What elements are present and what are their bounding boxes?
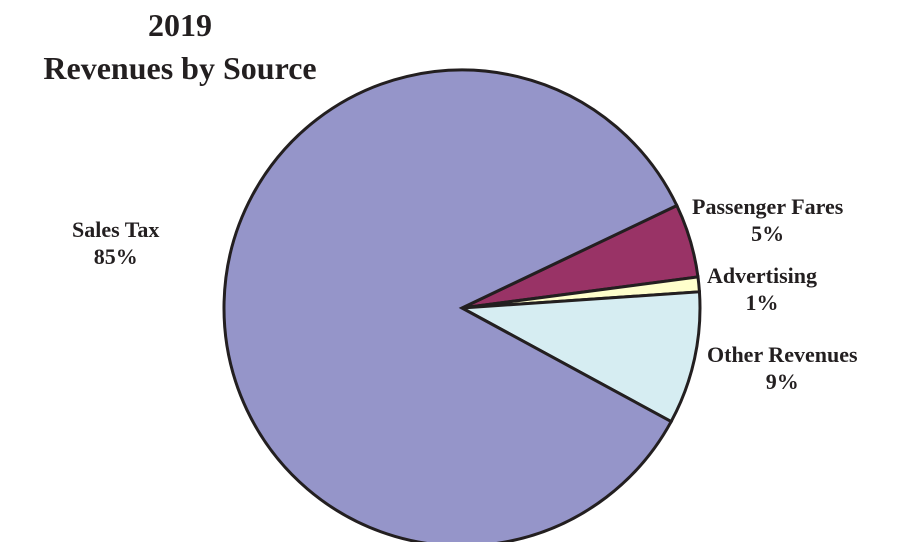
chart-title-main: Revenues by Source [43,50,317,86]
label-passenger-fares: Passenger Fares 5% [692,193,843,247]
label-passenger-fares-name: Passenger Fares [692,194,844,219]
label-sales-tax: Sales Tax 85% [72,216,159,270]
label-passenger-fares-value: 5% [751,221,785,246]
label-advertising: Advertising 1% [707,262,817,316]
chart-title-year: 2019 [148,7,212,43]
label-other-revenues-value: 9% [765,369,799,394]
pie-slice-sales-tax [222,68,679,542]
label-advertising-value: 1% [745,290,779,315]
label-sales-tax-value: 85% [93,244,138,269]
pie-slice-other-revenues [456,290,702,424]
chart-title: 2019 Revenues by Source [0,4,360,90]
label-other-revenues-name: Other Revenues [707,342,858,367]
label-other-revenues: Other Revenues 9% [707,341,858,395]
label-sales-tax-name: Sales Tax [72,217,160,242]
label-advertising-name: Advertising [707,263,817,288]
